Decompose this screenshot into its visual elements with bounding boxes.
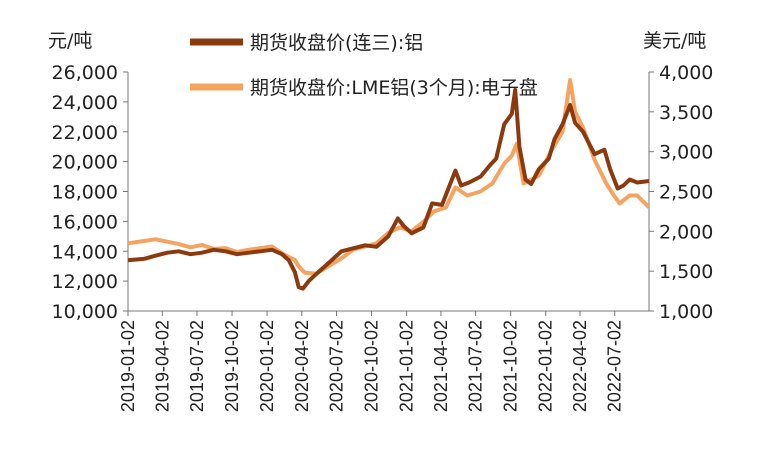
left-tick-label: 20,000 bbox=[52, 152, 118, 174]
x-tick-label: 2022-01-02 bbox=[536, 320, 556, 412]
x-tick-label: 2020-04-02 bbox=[292, 320, 312, 412]
x-tick-label: 2019-10-02 bbox=[222, 320, 242, 412]
right-tick-label: 1,000 bbox=[659, 301, 713, 323]
left-tick-label: 18,000 bbox=[52, 182, 118, 204]
x-tick-label: 2022-07-02 bbox=[605, 320, 625, 412]
left-axis-unit: 元/吨 bbox=[48, 30, 92, 52]
series-layer bbox=[127, 78, 651, 291]
right-tick-label: 2,500 bbox=[659, 182, 713, 204]
legend-label-shfe: 期货收盘价(连三):铝 bbox=[250, 32, 423, 54]
left-tick-label: 22,000 bbox=[52, 122, 118, 144]
legend-label-lme: 期货收盘价:LME铝(3个月):电子盘 bbox=[250, 77, 538, 99]
left-tick-label: 24,000 bbox=[52, 92, 118, 114]
series-line-shfe bbox=[127, 87, 650, 291]
left-tick-label: 14,000 bbox=[52, 241, 118, 263]
right-tick-label: 1,500 bbox=[659, 261, 713, 283]
x-tick-label: 2019-07-02 bbox=[187, 320, 207, 412]
left-tick-label: 16,000 bbox=[52, 211, 118, 233]
x-tick-label: 2021-01-02 bbox=[397, 320, 417, 412]
left-tick-label: 12,000 bbox=[52, 271, 118, 293]
x-tick-label: 2019-01-02 bbox=[118, 320, 138, 412]
right-tick-label: 2,000 bbox=[659, 221, 713, 243]
right-axis-unit: 美元/吨 bbox=[643, 30, 706, 52]
x-tick-label: 2021-10-02 bbox=[501, 320, 521, 412]
x-tick-labels: 2019-01-02 2019-04-02 2019-07-02 2019-10-02… bbox=[118, 311, 625, 412]
x-tick-label: 2019-04-02 bbox=[152, 320, 172, 412]
right-tick-label: 4,000 bbox=[659, 62, 713, 84]
x-tick-label: 2020-01-02 bbox=[257, 320, 277, 412]
left-tick-label: 26,000 bbox=[52, 62, 118, 84]
x-tick-label: 2021-04-02 bbox=[431, 320, 451, 412]
x-tick-label: 2021-07-02 bbox=[466, 320, 486, 412]
left-tick-labels: 10,000 12,000 14,000 16,000 18,000 20,000 22,0… bbox=[52, 62, 128, 323]
x-tick-label: 2022-04-02 bbox=[570, 320, 590, 412]
legend: 期货收盘价(连三):铝 期货收盘价:LME铝(3个月):电子盘 bbox=[190, 32, 538, 99]
right-tick-labels: 1,000 1,500 2,000 2,500 3,000 3,500 4,000 bbox=[649, 62, 713, 323]
right-tick-label: 3,500 bbox=[659, 102, 713, 124]
x-tick-label: 2020-10-02 bbox=[362, 320, 382, 412]
left-tick-label: 10,000 bbox=[52, 301, 118, 323]
x-tick-label: 2020-07-02 bbox=[326, 320, 346, 412]
right-tick-label: 3,000 bbox=[659, 142, 713, 164]
